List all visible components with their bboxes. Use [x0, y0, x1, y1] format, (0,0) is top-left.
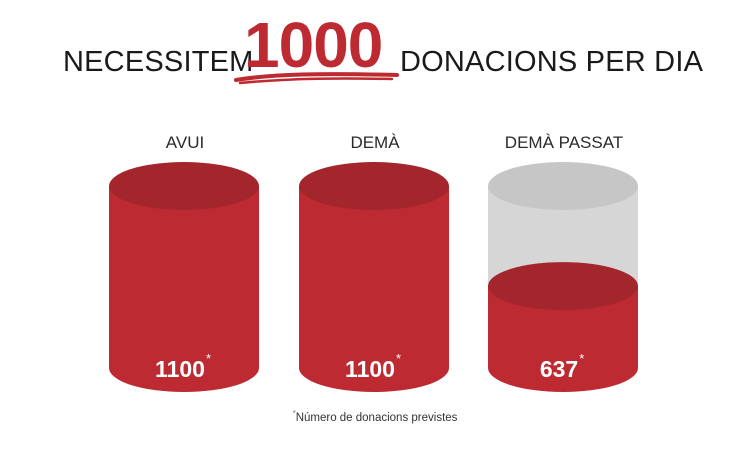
value-label: 1100 — [155, 356, 205, 382]
headline: NECESSITEM 1000 DONACIONS PER DIA — [0, 8, 750, 88]
brush-underline — [234, 72, 399, 85]
headline-prefix: NECESSITEM — [63, 46, 254, 78]
cylinder-tomorrow: 1100 * — [299, 162, 449, 392]
footnote: *Número de donacions previstes — [0, 409, 750, 424]
value-mark: * — [206, 351, 211, 366]
value-label: 1100 — [345, 356, 395, 382]
footnote-mark: * — [292, 409, 296, 418]
fill-top — [299, 162, 449, 210]
cylinder-today: 1100 * — [109, 162, 259, 392]
headline-suffix: DONACIONS PER DIA — [400, 46, 704, 78]
footnote-text: Número de donacions previstes — [295, 411, 458, 424]
fill-body — [299, 186, 449, 392]
fill-top — [109, 162, 259, 210]
day-label-day-after: DEMÀ PASSAT — [504, 133, 624, 152]
cylinder-day-after: 637 * — [488, 162, 638, 392]
day-label-tomorrow: DEMÀ — [350, 133, 400, 152]
value-mark: * — [579, 351, 584, 366]
value-mark: * — [396, 351, 401, 366]
fill-body — [109, 186, 259, 392]
headline-number: 1000 — [244, 9, 383, 81]
empty-top — [488, 162, 638, 210]
fill-body — [488, 286, 638, 392]
fill-top — [488, 262, 638, 311]
value-label: 637 — [540, 356, 578, 382]
day-label-today: AVUI — [165, 133, 205, 152]
